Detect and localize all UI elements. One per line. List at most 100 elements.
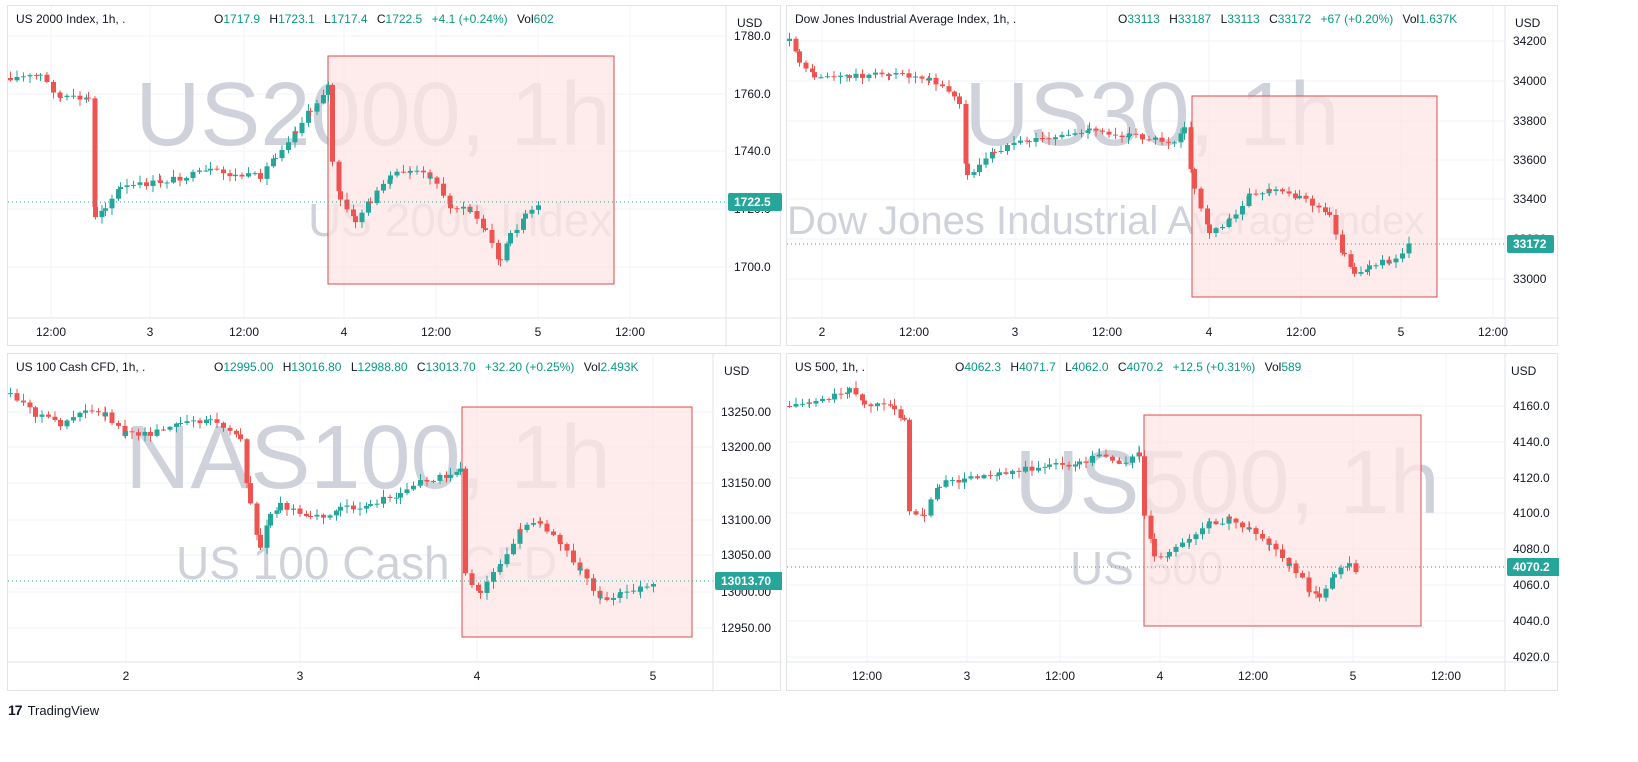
candle-body <box>1066 464 1072 467</box>
low-value: 4062.0 <box>1071 360 1109 374</box>
last-price-tag <box>715 572 782 590</box>
close-value: 33172 <box>1277 12 1312 26</box>
last-price-tag <box>1507 558 1559 576</box>
candle-body <box>1213 228 1219 233</box>
candle-body <box>940 84 945 87</box>
candle-body <box>644 586 650 588</box>
time-axis-tick: 4 <box>341 325 348 339</box>
candle-body <box>33 407 38 417</box>
candle-body <box>92 98 98 207</box>
candle-body <box>1036 467 1041 471</box>
candle-body <box>411 485 416 490</box>
time-axis-tick: 3 <box>964 669 971 683</box>
chart-panel-nas100[interactable]: NAS100, 1h US 100 Cash CFD 13250.00 13200.0… <box>7 353 782 692</box>
candle-body <box>489 230 495 243</box>
candle-body <box>304 513 309 517</box>
candle-body <box>800 403 805 405</box>
high-value: 33187 <box>1177 12 1212 26</box>
tradingview-branding[interactable]: 17 TradingView <box>8 702 99 718</box>
price-axis-tick: 33400 <box>1513 192 1547 206</box>
candle-body <box>1260 193 1265 195</box>
candle-body <box>1358 272 1364 274</box>
candle-body <box>103 208 108 211</box>
candle-body <box>1220 523 1225 525</box>
time-axis-tick: 12:00 <box>1045 669 1075 683</box>
candle-body <box>523 213 528 219</box>
price-axis-tick: 1780.0 <box>734 29 771 43</box>
candle-body <box>344 199 350 210</box>
highlight-rectangle[interactable] <box>1191 95 1438 298</box>
candle-body <box>314 103 320 112</box>
close-value: 13013.70 <box>425 360 476 374</box>
candle-body <box>279 150 285 159</box>
symbol-label[interactable]: Dow Jones Industrial Average Index, 1h, … <box>795 12 1017 26</box>
candle-body <box>89 410 95 412</box>
open-value: 1717.9 <box>223 12 261 26</box>
candle-body <box>1010 470 1015 474</box>
candle-body <box>1247 528 1252 530</box>
candle-body <box>136 432 141 436</box>
candle-body <box>284 502 290 510</box>
candle-body <box>853 388 859 395</box>
candle-body <box>1053 137 1058 140</box>
candle-body <box>1333 214 1339 235</box>
candle-body <box>1240 206 1245 215</box>
candle-body <box>1072 133 1078 135</box>
candle-body <box>1365 269 1370 273</box>
close-value: 4070.2 <box>1126 360 1164 374</box>
brand-name: TradingView <box>27 702 100 718</box>
currency-label: USD <box>724 364 750 378</box>
price-axis-tick: 13100.00 <box>721 513 771 527</box>
candle-body <box>214 168 220 170</box>
candle-body <box>983 158 989 165</box>
candle-body <box>860 394 865 401</box>
candle-body <box>1327 212 1332 215</box>
change-value: +32.20 (+0.25%) <box>485 360 575 374</box>
last-price-value: 4070.2 <box>1513 560 1550 574</box>
time-axis-tick: 5 <box>1398 325 1405 339</box>
highlight-rectangle[interactable] <box>461 406 693 638</box>
symbol-label[interactable]: US 500, 1h, . <box>795 360 866 374</box>
last-price-value: 13013.70 <box>721 574 771 588</box>
high-value: 1723.1 <box>278 12 315 26</box>
price-axis-tick: 33000 <box>1513 272 1547 286</box>
candle-body <box>418 480 423 485</box>
candle-body <box>1127 133 1132 136</box>
candle-body <box>1123 462 1129 464</box>
candle-body <box>364 505 369 509</box>
highlight-rectangle[interactable] <box>1143 414 1422 627</box>
candle-body <box>1260 533 1265 539</box>
candle-body <box>274 510 280 514</box>
candle-body <box>71 95 76 97</box>
candle-body <box>1100 130 1105 132</box>
high-value: 13016.80 <box>291 360 342 374</box>
candle-body <box>1205 208 1210 225</box>
candle-body <box>913 511 919 515</box>
highlight-rectangle[interactable] <box>327 55 615 285</box>
candle-body <box>1137 452 1142 457</box>
candle-body <box>957 96 962 104</box>
candle-body <box>521 218 526 230</box>
price-axis-tick: 12950.00 <box>721 621 771 635</box>
symbol-label[interactable]: US 100 Cash CFD, 1h, . <box>16 360 146 374</box>
candle-body <box>1323 207 1328 213</box>
candle-body <box>388 175 393 180</box>
candle-body <box>913 76 918 78</box>
candle-body <box>907 419 912 512</box>
price-axis-tick: 13250.00 <box>721 405 771 419</box>
candle-body <box>531 523 536 525</box>
candle-body <box>873 72 878 75</box>
volume-value: 602 <box>533 12 554 26</box>
candle-body <box>8 393 13 395</box>
candle-body <box>638 586 643 592</box>
chart-panel-us30[interactable]: US30, 1h Dow Jones Industrial Average Ind… <box>786 5 1559 347</box>
symbol-label[interactable]: US 2000 Index, 1h, . <box>16 12 126 26</box>
ohlc-readout: O1717.9 H1723.1 L1717.4 C1722.5 +4.1 (+0… <box>214 12 554 26</box>
time-axis-tick: 12:00 <box>899 325 929 339</box>
